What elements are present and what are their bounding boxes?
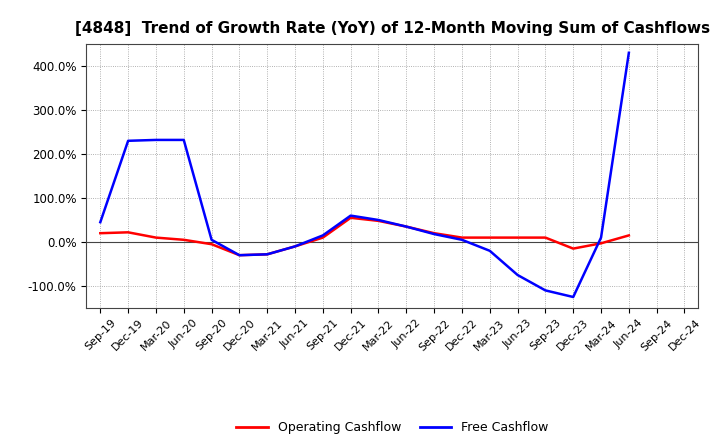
Operating Cashflow: [291, 244, 300, 249]
Operating Cashflow: [374, 218, 383, 224]
Free Cashflow: [541, 288, 550, 293]
Operating Cashflow: [207, 242, 216, 247]
Free Cashflow: [263, 252, 271, 257]
Operating Cashflow: [152, 235, 161, 240]
Free Cashflow: [624, 50, 633, 55]
Operating Cashflow: [541, 235, 550, 240]
Operating Cashflow: [263, 252, 271, 257]
Free Cashflow: [96, 220, 104, 225]
Free Cashflow: [430, 231, 438, 237]
Free Cashflow: [235, 253, 243, 258]
Free Cashflow: [124, 138, 132, 143]
Free Cashflow: [346, 213, 355, 218]
Free Cashflow: [402, 224, 410, 229]
Free Cashflow: [597, 235, 606, 240]
Operating Cashflow: [430, 231, 438, 236]
Free Cashflow: [374, 217, 383, 223]
Operating Cashflow: [569, 246, 577, 251]
Operating Cashflow: [318, 235, 327, 240]
Line: Operating Cashflow: Operating Cashflow: [100, 218, 629, 255]
Operating Cashflow: [513, 235, 522, 240]
Free Cashflow: [179, 137, 188, 143]
Free Cashflow: [485, 248, 494, 253]
Free Cashflow: [152, 137, 161, 143]
Free Cashflow: [458, 237, 467, 242]
Operating Cashflow: [402, 224, 410, 229]
Operating Cashflow: [179, 237, 188, 242]
Free Cashflow: [207, 237, 216, 242]
Operating Cashflow: [96, 231, 104, 236]
Operating Cashflow: [346, 215, 355, 220]
Free Cashflow: [569, 294, 577, 300]
Free Cashflow: [513, 272, 522, 278]
Legend: Operating Cashflow, Free Cashflow: Operating Cashflow, Free Cashflow: [231, 416, 554, 439]
Operating Cashflow: [235, 253, 243, 258]
Line: Free Cashflow: Free Cashflow: [100, 53, 629, 297]
Operating Cashflow: [124, 230, 132, 235]
Operating Cashflow: [624, 233, 633, 238]
Operating Cashflow: [597, 241, 606, 246]
Free Cashflow: [318, 233, 327, 238]
Operating Cashflow: [458, 235, 467, 240]
Free Cashflow: [291, 244, 300, 249]
Operating Cashflow: [485, 235, 494, 240]
Title: [4848]  Trend of Growth Rate (YoY) of 12-Month Moving Sum of Cashflows: [4848] Trend of Growth Rate (YoY) of 12-…: [75, 21, 710, 36]
